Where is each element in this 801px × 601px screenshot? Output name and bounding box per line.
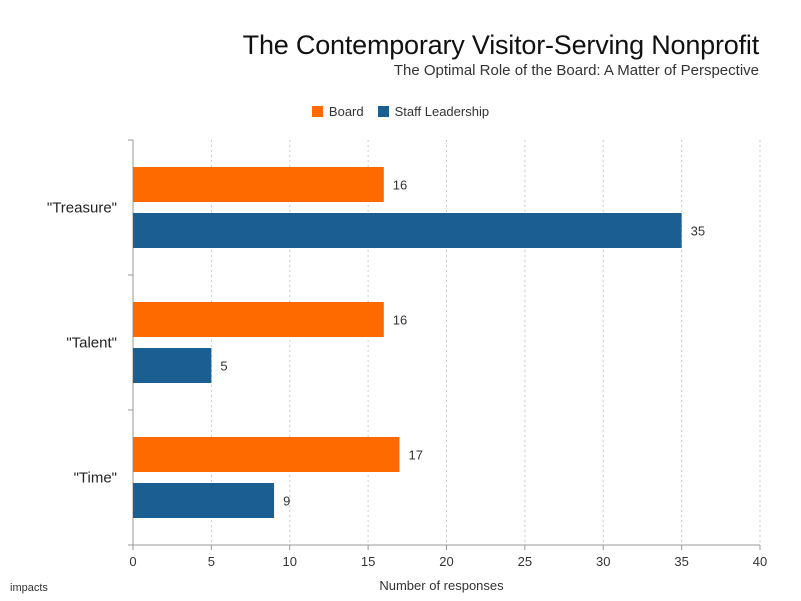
- x-axis-title: Number of responses: [379, 578, 504, 593]
- category-label-1: "Talent": [66, 335, 117, 352]
- bar-staff-leadership-0: [133, 213, 682, 248]
- legend-item-staff-leadership: Staff Leadership: [377, 104, 490, 119]
- bar-board-1: [133, 302, 384, 337]
- impacts-logo: impacts: [10, 582, 48, 594]
- data-label-board-0: 16: [393, 178, 407, 193]
- data-label-staff-leadership-2: 9: [283, 494, 290, 509]
- x-tick-label-2: 10: [283, 554, 297, 569]
- x-tick-label-5: 25: [518, 554, 532, 569]
- x-tick-label-1: 5: [208, 554, 215, 569]
- bar-staff-leadership-2: [133, 483, 275, 518]
- bar-staff-leadership-1: [133, 348, 212, 383]
- chart-subtitle: The Optimal Role of the Board: A Matter …: [393, 62, 759, 79]
- category-label-0: "Treasure": [47, 200, 117, 217]
- x-tick-label-0: 0: [129, 554, 136, 569]
- data-label-board-1: 16: [393, 313, 407, 328]
- bar-board-2: [133, 437, 400, 472]
- category-label-2: "Time": [74, 470, 117, 487]
- legend-label-staff-leadership: Staff Leadership: [394, 104, 490, 119]
- data-label-staff-leadership-0: 35: [691, 224, 705, 239]
- legend-swatch-staff-leadership: [377, 106, 389, 117]
- bar-board-0: [133, 167, 384, 202]
- x-tick-label-4: 20: [439, 554, 453, 569]
- x-tick-label-8: 40: [753, 554, 767, 569]
- chart-legend: Board Staff Leadership: [0, 104, 801, 119]
- data-label-staff-leadership-1: 5: [220, 359, 227, 374]
- chart-title: The Contemporary Visitor-Serving Nonprof…: [242, 30, 760, 60]
- legend-item-board: Board: [311, 104, 364, 119]
- x-tick-label-6: 30: [596, 554, 610, 569]
- legend-label-board: Board: [328, 104, 364, 119]
- legend-swatch-board: [311, 106, 323, 117]
- x-tick-label-3: 15: [361, 554, 375, 569]
- x-tick-label-7: 35: [674, 554, 688, 569]
- data-label-board-2: 17: [408, 448, 422, 463]
